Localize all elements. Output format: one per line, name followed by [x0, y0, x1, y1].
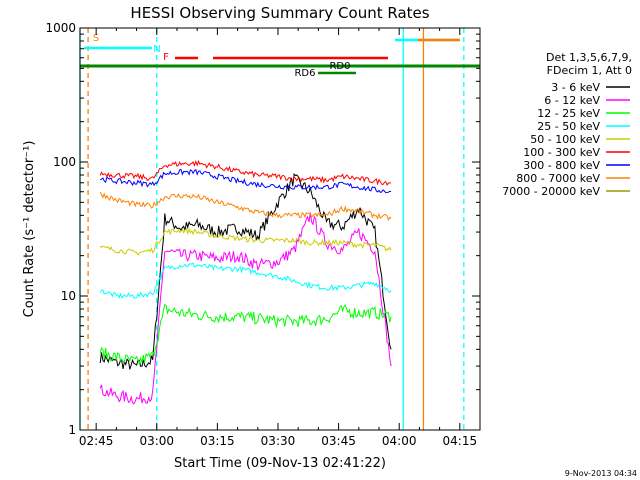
legend-label-6: 300 - 800 keV: [523, 159, 600, 172]
state-label-3: RD0: [329, 61, 350, 72]
chart-title: HESSI Observing Summary Count Rates: [130, 4, 429, 22]
series-line-50-100keV: [99, 227, 392, 256]
legend-label-0: 3 - 6 keV: [551, 81, 600, 94]
legend-header-0: Det 1,3,5,6,7,9,: [546, 51, 632, 64]
legend-label-1: 6 - 12 keV: [544, 94, 600, 107]
legend-header-1: FDecim 1, Att 0: [547, 64, 632, 77]
legend-label-8: 7000 - 20000 keV: [502, 185, 600, 198]
series-lines: [99, 159, 392, 405]
y-tick-label-10: 10: [61, 289, 76, 303]
state-label-0: S: [93, 33, 99, 44]
y-tick-label-1: 1: [68, 423, 76, 437]
series-line-3-6keV: [99, 173, 392, 370]
state-bars: [80, 38, 480, 75]
x-tick-label-04:00: 04:00: [382, 434, 417, 448]
timestamp: 9-Nov-2013 04:34: [565, 469, 637, 478]
y-axis-label: Count Rate (s⁻¹ detector⁻¹): [22, 141, 37, 318]
state-label-4: RD6: [294, 68, 315, 79]
legend: Det 1,3,5,6,7,9,FDecim 1, Att 0 3 - 6 keV…: [502, 51, 632, 198]
legend-label-5: 100 - 300 keV: [523, 146, 600, 159]
x-tick-label-02:45: 02:45: [79, 434, 114, 448]
x-tick-label-03:00: 03:00: [139, 434, 174, 448]
x-tick-label-04:15: 04:15: [443, 434, 478, 448]
series-line-25-50keV: [99, 262, 392, 300]
event-markers: S NF RD0 RD6: [79, 28, 480, 430]
legend-label-7: 800 - 7000 keV: [516, 172, 600, 185]
axes: 02:45 03:00 03:15 03:30 03:45 04:00 04:15 1 10 10…: [45, 21, 481, 448]
x-axis-label: Start Time (09-Nov-13 02:41:22): [174, 456, 386, 471]
series-line-800-7000keV: [99, 191, 392, 222]
legend-label-4: 50 - 100 keV: [530, 133, 600, 146]
series-line-100-300keV: [99, 159, 392, 187]
x-tick-label-03:45: 03:45: [321, 434, 356, 448]
series-line-6-12keV: [99, 212, 392, 405]
plot-frame: [79, 27, 481, 431]
state-label-2: F: [163, 52, 169, 63]
series-line-300-800keV: [99, 168, 392, 194]
state-label-1: N: [153, 44, 160, 55]
legend-label-2: 12 - 25 keV: [537, 107, 600, 120]
y-tick-label-1000: 1000: [45, 21, 76, 35]
legend-label-3: 25 - 50 keV: [537, 120, 600, 133]
x-tick-label-03:15: 03:15: [200, 434, 235, 448]
series-line-12-25keV: [99, 303, 392, 366]
y-tick-label-100: 100: [53, 155, 76, 169]
x-tick-label-03:30: 03:30: [261, 434, 296, 448]
